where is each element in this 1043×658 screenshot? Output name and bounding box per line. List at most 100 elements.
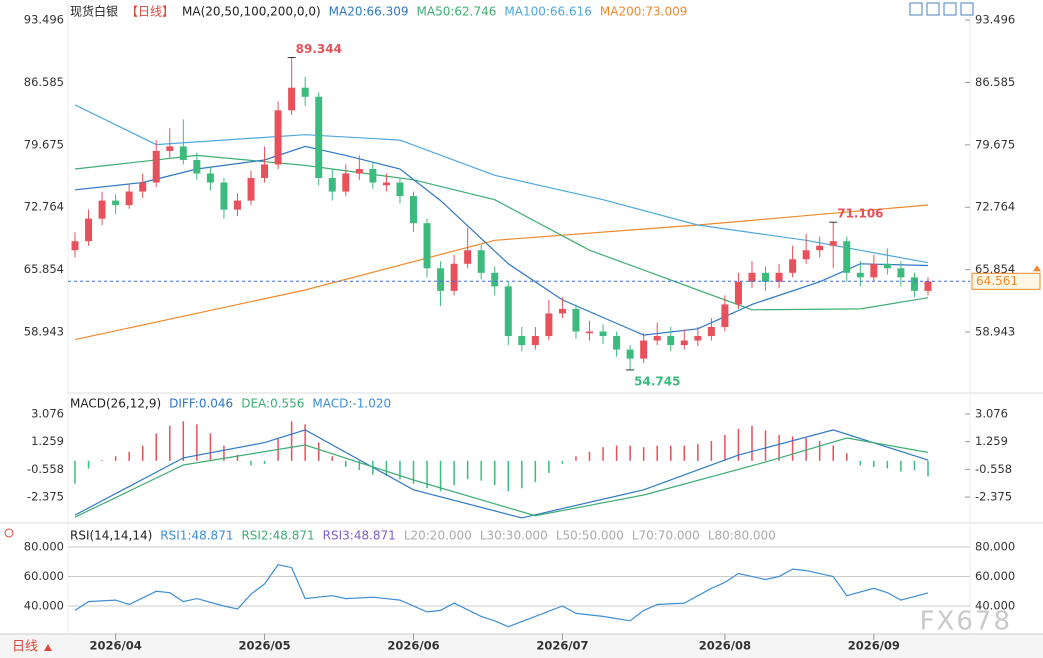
y-tick-label: 40.000 <box>24 599 64 613</box>
time-axis-strip <box>0 634 1043 658</box>
y-tick-label: -0.558 <box>27 462 64 476</box>
candle-body <box>491 272 499 287</box>
y-tick-label-right: 60.000 <box>975 569 1015 583</box>
reset-button[interactable] <box>960 2 974 16</box>
candle-body <box>748 272 756 282</box>
indicator-line <box>74 104 929 264</box>
legend-label: MACD:-1.020 <box>312 397 391 411</box>
legend-label: MACD(26,12,9) <box>70 397 161 411</box>
indicator-line <box>74 564 929 628</box>
candle-body <box>504 286 512 337</box>
candle-body <box>233 200 241 210</box>
y-tick-label-right: 80.000 <box>975 539 1015 553</box>
candle-body <box>789 259 797 273</box>
candle-body <box>261 164 269 179</box>
period-button-arrow[interactable] <box>44 644 52 651</box>
candle-body <box>545 313 553 337</box>
y-tick-label-right: 79.675 <box>975 137 1015 151</box>
candle-body <box>98 200 106 219</box>
candle-body <box>315 96 323 179</box>
y-tick-label: 60.000 <box>24 569 64 583</box>
candle-body <box>450 263 458 291</box>
candle-body <box>369 168 377 183</box>
candle-body <box>531 336 539 346</box>
x-tick-label: 2026/04 <box>90 639 142 653</box>
x-tick-label: 2026/07 <box>536 639 588 653</box>
period-button[interactable]: 日线 <box>12 640 38 655</box>
legend-label: RSI(14,14,14) <box>70 529 152 543</box>
y-tick-label-right: -0.558 <box>975 462 1012 476</box>
x-tick-label: 2026/09 <box>848 639 900 653</box>
candle-body <box>843 241 851 273</box>
candle-body <box>599 331 607 337</box>
zoom-out-button[interactable] <box>926 2 940 16</box>
x-tick-label: 2026/06 <box>387 639 439 653</box>
candle-body <box>112 200 120 206</box>
candle-body <box>166 146 174 151</box>
candle-body <box>707 326 715 337</box>
extreme-label: 71.106 <box>837 207 883 221</box>
candle-body <box>396 182 404 197</box>
x-tick-label: 2026/08 <box>699 639 751 653</box>
indicator-line <box>74 437 929 518</box>
y-tick-label-right: 86.585 <box>975 75 1015 89</box>
candle-body <box>910 277 918 291</box>
candle-body <box>355 168 363 174</box>
y-tick-label-right: 58.943 <box>975 325 1015 339</box>
move-button[interactable] <box>943 2 957 16</box>
x-tick-label: 2026/05 <box>238 639 290 653</box>
legend-label: MA20:66.309 <box>329 5 409 19</box>
candle-body <box>179 146 187 160</box>
zoom-in-button[interactable] <box>909 2 923 16</box>
candle-body <box>152 150 160 183</box>
legend-label: MA50:62.746 <box>417 5 497 19</box>
candle-body <box>409 196 417 224</box>
y-tick-label-right: 65.854 <box>975 262 1015 276</box>
candle-body <box>667 336 675 346</box>
candle-body <box>883 263 891 269</box>
candle-body <box>518 336 526 346</box>
legend-label: L50:50.000 <box>556 529 624 543</box>
candle-body <box>423 223 431 269</box>
settings-icon[interactable] <box>4 528 14 538</box>
y-tick-label: 65.854 <box>24 262 64 276</box>
y-tick-label: 1.259 <box>31 434 64 448</box>
legend-label: 现货白银 <box>70 4 118 19</box>
legend-label: L80:80.000 <box>708 529 776 543</box>
candle-body <box>924 281 932 291</box>
legend-label: DEA:0.556 <box>241 397 304 411</box>
candle-body <box>274 110 282 165</box>
candle-body <box>816 245 824 251</box>
candle-body <box>206 173 214 183</box>
y-tick-label: 72.764 <box>24 200 64 214</box>
candle-body <box>775 272 783 282</box>
watermark: FX678 <box>920 607 1012 637</box>
candle-body <box>71 241 79 251</box>
candle-body <box>762 272 770 282</box>
candle-body <box>220 182 228 210</box>
candle-body <box>640 340 648 359</box>
candle-body <box>802 250 810 260</box>
candle-body <box>653 336 661 341</box>
candle-body <box>301 87 309 97</box>
y-tick-label: 93.496 <box>24 13 64 27</box>
candle-body <box>721 304 729 327</box>
indicator-line <box>74 204 929 341</box>
candle-body <box>328 178 336 192</box>
legend-label: L30:30.000 <box>480 529 548 543</box>
candle-body <box>193 159 201 174</box>
legend-label: MA(20,50,100,200,0,0) <box>182 5 321 19</box>
indicator-line <box>74 429 929 519</box>
last-price-label: 64.561 <box>976 274 1018 288</box>
indicator-line <box>74 154 929 311</box>
y-tick-label: -2.375 <box>27 490 64 504</box>
candle-body <box>626 349 634 359</box>
candle-body <box>437 268 445 291</box>
candle-body <box>586 331 594 334</box>
candle-body <box>897 268 905 278</box>
last-price-arrow <box>1033 265 1041 272</box>
candle-body <box>870 263 878 278</box>
candle-body <box>477 250 485 273</box>
legend-label: L70:70.000 <box>632 529 700 543</box>
